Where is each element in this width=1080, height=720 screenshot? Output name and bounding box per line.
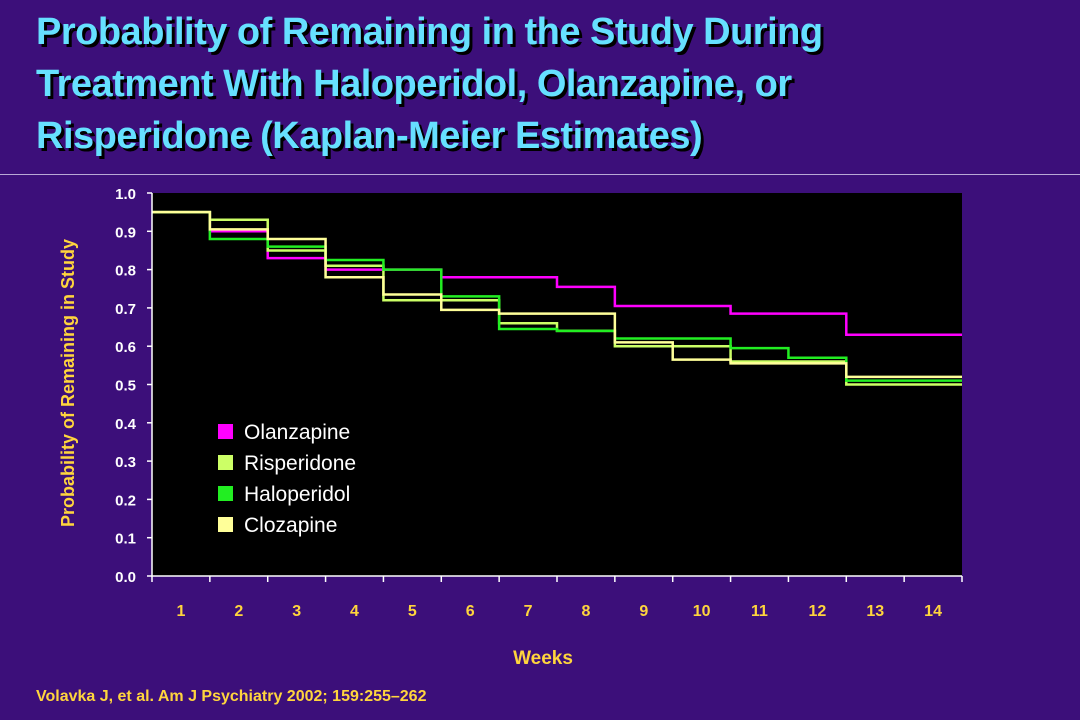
x-tick-label: 14 (924, 603, 942, 620)
x-tick-label: 8 (581, 603, 590, 620)
x-tick-label: 11 (751, 603, 768, 620)
legend-swatch-haloperidol (218, 486, 233, 501)
y-tick-label: 0.2 (115, 492, 136, 509)
x-tick-label: 10 (693, 603, 711, 620)
y-tick-label: 0.6 (115, 339, 136, 356)
y-tick-label: 1.0 (115, 186, 136, 203)
x-tick-label: 3 (292, 603, 301, 620)
y-tick-label: 0.5 (115, 378, 136, 395)
x-tick-label: 13 (866, 603, 884, 620)
slide-title: Probability of Remaining in the Study Du… (36, 6, 1056, 162)
x-tick-label: 9 (639, 603, 648, 620)
x-axis-label: Weeks (513, 648, 573, 669)
title-line-1: Probability of Remaining in the Study Du… (36, 11, 823, 53)
legend-swatch-clozapine (218, 517, 233, 532)
title-line-2: Treatment With Haloperidol, Olanzapine, … (36, 63, 792, 105)
y-tick-label: 0.4 (115, 416, 137, 433)
x-tick-label: 12 (808, 603, 826, 620)
citation: Volavka J, et al. Am J Psychiatry 2002; … (36, 688, 427, 705)
legend-label: Olanzapine (244, 421, 350, 444)
x-tick-label: 1 (176, 603, 185, 620)
legend: Olanzapine Risperidone Haloperidol Clozapin… (218, 421, 356, 537)
y-tick-label: 0.0 (115, 569, 136, 586)
y-tick-label: 0.9 (115, 224, 136, 241)
x-tick-label: 4 (350, 603, 359, 620)
x-tick-label: 6 (466, 603, 475, 620)
y-tick-label: 0.8 (115, 263, 136, 280)
x-tick-label: 7 (524, 603, 533, 620)
y-axis-label: Probability of Remaining in Study (58, 239, 78, 527)
plot-area (152, 193, 962, 576)
x-tick-label: 5 (408, 603, 417, 620)
series-line-olanzapine (152, 210, 962, 336)
legend-swatch-olanzapine (218, 424, 233, 439)
legend-label: Haloperidol (244, 483, 350, 506)
x-tick-label: 2 (234, 603, 243, 620)
y-tick-label: 0.7 (115, 301, 136, 318)
legend-swatch-risperidone (218, 455, 233, 470)
title-line-3: Risperidone (Kaplan-Meier Estimates) (36, 115, 703, 157)
y-tick-label: 0.3 (115, 454, 136, 471)
legend-label: Risperidone (244, 452, 356, 475)
y-tick-label: 0.1 (115, 531, 136, 548)
series-line-clozapine (152, 210, 962, 379)
legend-label: Clozapine (244, 514, 337, 537)
title-divider (0, 174, 1080, 175)
